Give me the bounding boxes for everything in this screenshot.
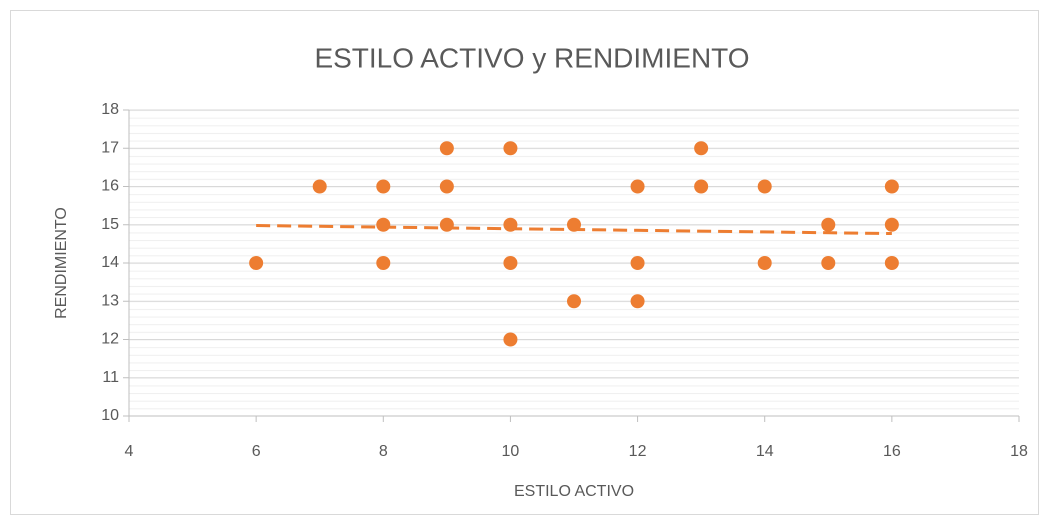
point — [884, 217, 899, 232]
point — [567, 294, 581, 309]
x-tick-label: 8 — [379, 443, 388, 460]
point — [630, 256, 645, 270]
y-tick-label: 17 — [101, 139, 119, 156]
x-tick-label: 4 — [125, 443, 134, 460]
point — [376, 179, 391, 194]
x-tick-label: 16 — [883, 443, 901, 460]
x-tick-label: 14 — [756, 443, 774, 460]
y-tick-label: 18 — [101, 101, 119, 118]
point — [821, 256, 836, 270]
y-tick-label: 16 — [101, 178, 119, 195]
point — [757, 256, 772, 270]
point — [312, 179, 327, 194]
point — [439, 217, 454, 232]
point — [376, 256, 391, 270]
point — [694, 141, 709, 156]
y-tick-label: 12 — [101, 331, 119, 348]
point — [503, 332, 518, 347]
x-tick-label: 10 — [502, 443, 520, 460]
point — [503, 256, 518, 270]
point — [439, 179, 454, 194]
y-axis-title: RENDIMIENTO — [53, 207, 70, 319]
x-tick-label: 12 — [629, 443, 647, 460]
point — [567, 217, 581, 232]
point — [821, 217, 836, 232]
chart-title: ESTILO ACTIVO y RENDIMIENTO — [314, 42, 749, 73]
point — [884, 256, 899, 270]
point — [439, 141, 454, 156]
point — [694, 179, 709, 194]
point — [249, 256, 264, 270]
y-tick-label: 11 — [102, 369, 119, 386]
point — [630, 294, 645, 309]
x-tick-label: 6 — [252, 443, 261, 460]
point — [376, 217, 391, 232]
y-tick-label: 14 — [101, 254, 119, 271]
point — [503, 141, 518, 156]
y-tick-label: 15 — [101, 216, 119, 233]
y-tick-label: 10 — [101, 407, 119, 424]
x-axis-title: ESTILO ACTIVO — [514, 483, 634, 500]
point — [630, 179, 645, 194]
x-tick-label: 18 — [1010, 443, 1028, 460]
y-tick-label: 13 — [101, 292, 119, 309]
point — [503, 217, 518, 232]
point — [757, 179, 772, 194]
point — [884, 179, 899, 194]
